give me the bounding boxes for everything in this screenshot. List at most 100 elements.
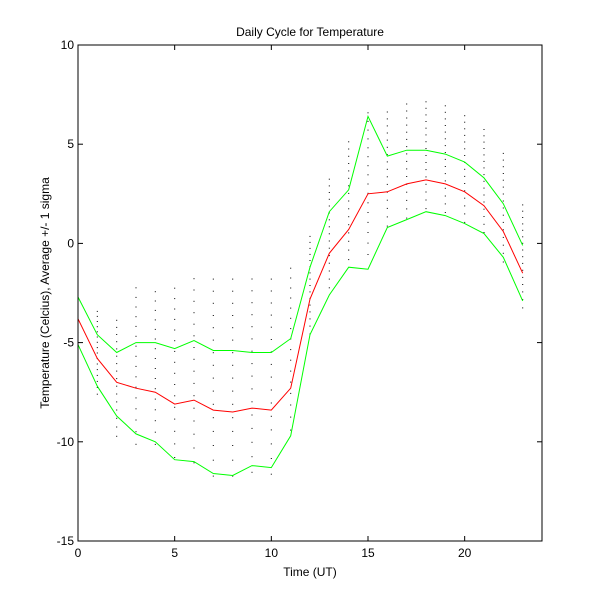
observation-point — [522, 217, 524, 218]
observation-point — [502, 221, 504, 223]
observation-point — [328, 198, 330, 200]
observation-point — [290, 416, 292, 418]
observation-point — [154, 309, 156, 311]
observation-point — [96, 321, 98, 322]
observation-point — [328, 233, 330, 235]
observation-point — [154, 300, 156, 302]
observation-point — [425, 169, 427, 171]
observation-point — [251, 375, 253, 377]
observation-point — [309, 318, 311, 320]
observation-point — [174, 372, 176, 374]
observation-point — [251, 350, 253, 352]
observation-point — [444, 203, 446, 205]
observation-point — [522, 210, 524, 212]
observation-point — [290, 404, 292, 406]
observation-point — [406, 103, 408, 105]
observation-point — [251, 278, 253, 280]
observation-point — [290, 429, 292, 431]
observation-point — [212, 315, 214, 316]
observation-point — [309, 272, 311, 274]
observation-point — [444, 111, 446, 113]
observation-point — [406, 146, 408, 148]
observation-point — [251, 441, 253, 443]
observation-point — [522, 291, 524, 293]
observation-point — [483, 174, 485, 176]
observation-point — [96, 352, 98, 354]
observation-point — [367, 120, 369, 122]
observation-point — [212, 364, 214, 366]
observation-point — [483, 135, 485, 137]
observation-point — [406, 191, 408, 193]
observation-point — [270, 429, 272, 431]
observation-point — [96, 369, 98, 371]
observation-point — [212, 459, 214, 461]
observation-point — [444, 158, 446, 160]
observation-point — [232, 352, 234, 354]
observation-point — [386, 183, 388, 185]
observation-point — [386, 132, 388, 134]
y-tick-label: -15 — [57, 534, 75, 548]
observation-point — [444, 166, 446, 167]
observation-point — [96, 374, 98, 376]
observation-point — [270, 278, 272, 280]
observation-point — [174, 350, 176, 352]
observation-point — [116, 363, 118, 365]
observation-point — [135, 316, 137, 318]
observation-point — [270, 326, 272, 328]
observation-point — [212, 475, 214, 477]
observation-point — [309, 304, 311, 306]
observation-point — [444, 145, 446, 147]
observation-point — [367, 156, 369, 158]
observation-point — [135, 365, 137, 367]
observation-point — [502, 214, 504, 216]
observation-point — [232, 417, 234, 419]
observation-point — [270, 458, 272, 459]
observation-point — [193, 335, 195, 337]
observation-point — [270, 443, 272, 445]
observation-point — [522, 229, 524, 231]
observation-point — [464, 134, 466, 136]
observation-point — [96, 315, 98, 317]
series-line-average-1-sigma — [77, 211, 524, 477]
observation-point — [425, 121, 427, 122]
observation-point — [386, 154, 388, 156]
observation-point — [502, 179, 504, 181]
observation-point — [116, 334, 118, 335]
observation-point — [348, 185, 350, 187]
observation-point — [193, 347, 195, 348]
observation-point — [328, 192, 330, 193]
observation-point — [367, 221, 369, 223]
observation-point — [174, 395, 176, 397]
observation-point — [483, 201, 485, 203]
observation-point — [348, 163, 350, 164]
observation-point — [425, 134, 427, 136]
observation-point — [232, 278, 234, 280]
x-tick-label: 20 — [458, 546, 472, 560]
observation-point — [270, 389, 272, 391]
observation-point — [135, 431, 137, 433]
observation-point — [522, 307, 524, 309]
observation-point — [96, 380, 98, 382]
series-line-average — [77, 179, 524, 413]
y-tick-label: 5 — [67, 137, 74, 151]
observation-point — [425, 191, 427, 193]
plot-frame — [77, 44, 543, 542]
observation-point — [212, 377, 214, 379]
observation-point — [464, 213, 466, 215]
observation-point — [386, 111, 388, 113]
observation-point — [367, 232, 369, 233]
observation-point — [270, 339, 272, 340]
observation-point — [444, 125, 446, 126]
observation-point — [174, 298, 176, 300]
observation-point — [309, 285, 311, 286]
observation-point — [425, 208, 427, 210]
observation-point — [116, 417, 118, 419]
observation-point — [522, 236, 524, 238]
observation-point — [483, 216, 485, 217]
observation-point — [348, 177, 350, 179]
observation-point — [116, 355, 118, 357]
observation-point — [483, 141, 485, 143]
observation-point — [212, 417, 214, 419]
observation-point — [193, 370, 195, 372]
observation-point — [270, 402, 272, 404]
